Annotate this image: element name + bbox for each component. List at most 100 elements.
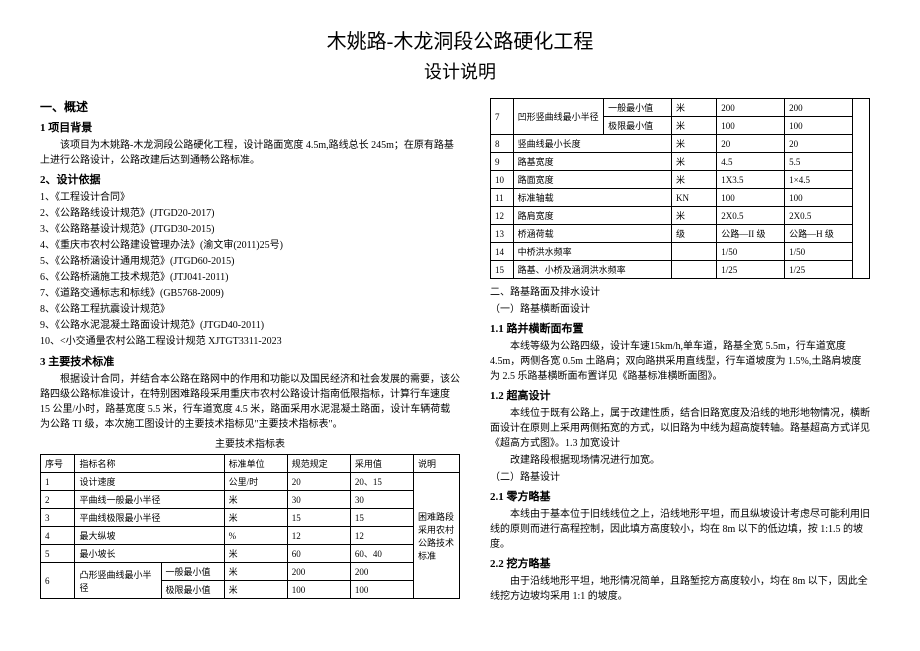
cell: 4.5 <box>717 153 785 171</box>
cell: 11 <box>491 189 514 207</box>
th: 标准单位 <box>224 455 287 473</box>
doc-subtitle: 设计说明 <box>40 58 880 84</box>
cell: 7 <box>491 99 514 135</box>
cell: 路基、小桥及涵洞洪水频率 <box>513 261 671 279</box>
cell: 米 <box>224 545 287 563</box>
cell: 米 <box>672 207 717 225</box>
cell: 路基宽度 <box>513 153 671 171</box>
cell: 12 <box>491 207 514 225</box>
cell: 桥涵荷载 <box>513 225 671 243</box>
cell: 极限最小值 <box>161 581 224 599</box>
cell: 1X3.5 <box>717 171 785 189</box>
cell: 公路—II 级 <box>717 225 785 243</box>
ref-item: 2、《公路路线设计规范》(JTGD20-2017) <box>40 206 460 222</box>
th: 序号 <box>41 455 75 473</box>
cell: 15 <box>350 509 413 527</box>
cell: 20、15 <box>350 473 413 491</box>
para-2-2: 由于沿线地形平坦，地形情况简单，且路堑挖方高度较小，均在 8m 以下，因此全线挖… <box>490 574 870 604</box>
cell: 中桥洪水频率 <box>513 243 671 261</box>
cell: 米 <box>224 509 287 527</box>
ref-item: 4、《重庆市农村公路建设管理办法》(渝文审(2011)25号) <box>40 238 460 254</box>
cell: 200 <box>785 99 853 117</box>
cell: 8 <box>491 135 514 153</box>
cell: 米 <box>672 153 717 171</box>
cell: 一般最小值 <box>161 563 224 581</box>
cell: 100 <box>717 189 785 207</box>
cell <box>672 261 717 279</box>
cell: 凹形竖曲线最小半径 <box>513 99 604 135</box>
cell: 米 <box>224 563 287 581</box>
cell: 最小坡长 <box>75 545 224 563</box>
cell: 6 <box>41 563 75 599</box>
cell: 米 <box>672 135 717 153</box>
cell: 平曲线极限最小半径 <box>75 509 224 527</box>
cell: 级 <box>672 225 717 243</box>
tech-index-table-1: 序号 指标名称 标准单位 规范规定 采用值 说明 1 设计速度 公里/时 20 … <box>40 454 460 599</box>
th: 说明 <box>414 455 460 473</box>
right-column: 7 凹形竖曲线最小半径 一般最小值 米 200 200 极限最小值 米 100 … <box>490 94 870 606</box>
para-tech-std: 根据设计合同，并结合本公路在路网中的作用和功能以及国民经济和社会发展的需要，该公… <box>40 372 460 432</box>
cell: 2X0.5 <box>785 207 853 225</box>
cell: 1×4.5 <box>785 171 853 189</box>
cell: 20 <box>287 473 350 491</box>
cell: 9 <box>491 153 514 171</box>
cell: 60、40 <box>350 545 413 563</box>
doc-title: 木姚路-木龙洞段公路硬化工程 <box>40 25 880 54</box>
cell: 100 <box>350 581 413 599</box>
cell: 14 <box>491 243 514 261</box>
cell: 标准轴载 <box>513 189 671 207</box>
cell: 3 <box>41 509 75 527</box>
cell: % <box>224 527 287 545</box>
cell: 1 <box>41 473 75 491</box>
cell: 200 <box>717 99 785 117</box>
cell: 凸形竖曲线最小半径 <box>75 563 161 599</box>
ref-item: 9、《公路水泥混凝土路面设计规范》(JTGD40-2011) <box>40 318 460 334</box>
cell: 10 <box>491 171 514 189</box>
ref-item: 5、《公路桥涵设计通用规范》(JTGD60-2015) <box>40 254 460 270</box>
cell: 30 <box>350 491 413 509</box>
cell: 100 <box>785 189 853 207</box>
th: 采用值 <box>350 455 413 473</box>
cell: 一般最小值 <box>604 99 672 117</box>
ref-item: 7、《道路交通标志和标线》(GB5768-2009) <box>40 286 460 302</box>
cell: 最大纵坡 <box>75 527 224 545</box>
th: 指标名称 <box>75 455 224 473</box>
cell: 米 <box>224 581 287 599</box>
cell: 15 <box>287 509 350 527</box>
cell: 平曲线一般最小半径 <box>75 491 224 509</box>
cell: KN <box>672 189 717 207</box>
ref-item: 10、<小交通量农村公路工程设计规范 XJTGT3311-2023 <box>40 334 460 350</box>
cell: 1/25 <box>717 261 785 279</box>
cell: 米 <box>224 491 287 509</box>
section-background: 1 项目背景 <box>40 119 460 135</box>
cell: 5.5 <box>785 153 853 171</box>
cell: 公路—H 级 <box>785 225 853 243</box>
para-2-1: 本线由于基本位于旧线线位之上，沿线地形平坦，而且纵坡设计考虑尽可能利用旧线的原则… <box>490 507 870 552</box>
cell: 设计速度 <box>75 473 224 491</box>
cell: 5 <box>41 545 75 563</box>
cell: 公里/时 <box>224 473 287 491</box>
cell: 13 <box>491 225 514 243</box>
cell: 20 <box>717 135 785 153</box>
cell: 竖曲线最小长度 <box>513 135 671 153</box>
ref-item: 8、《公路工程抗震设计规范》 <box>40 302 460 318</box>
table1-title: 主要技术指标表 <box>40 435 460 450</box>
section-overview: 一、概述 <box>40 98 460 115</box>
cell: 路面宽度 <box>513 171 671 189</box>
th: 规范规定 <box>287 455 350 473</box>
cell: 60 <box>287 545 350 563</box>
section-roadbed: 二、路基路面及排水设计 <box>490 285 870 300</box>
section-basis: 2、设计依据 <box>40 171 460 187</box>
cell: 2X0.5 <box>717 207 785 225</box>
cell: 米 <box>672 99 717 117</box>
cell: 米 <box>672 117 717 135</box>
cell: 100 <box>785 117 853 135</box>
note-cell: 困难路段采用农村公路技术标准 <box>414 473 460 599</box>
ref-item: 3、《公路路基设计规范》(JTGD30-2015) <box>40 222 460 238</box>
section-tech-std: 3 主要技术标准 <box>40 353 460 369</box>
subsection-cross: （一）路基横断面设计 <box>490 302 870 317</box>
cell: 200 <box>350 563 413 581</box>
cell <box>853 99 870 279</box>
h-2-2: 2.2 挖方略基 <box>490 555 870 571</box>
h-2-1: 2.1 零方略基 <box>490 488 870 504</box>
